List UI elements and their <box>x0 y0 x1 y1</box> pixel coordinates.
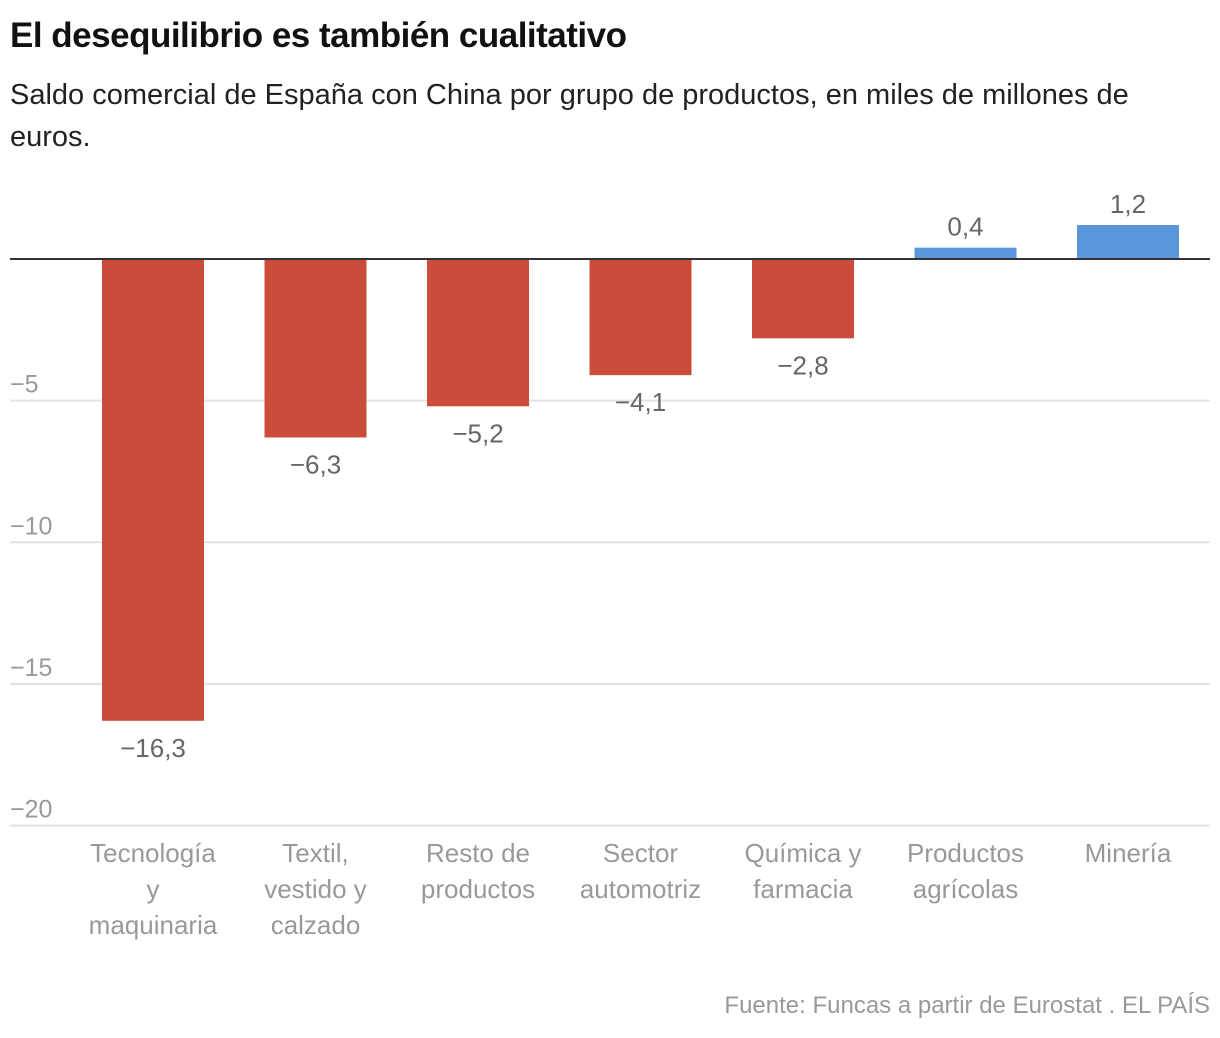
x-tick-label: Sector <box>603 838 678 868</box>
y-tick-label: −10 <box>10 512 52 540</box>
data-label: −2,8 <box>777 350 828 380</box>
data-label: −16,3 <box>120 733 186 763</box>
x-tick-label: Tecnología <box>90 838 216 868</box>
y-tick-label: −20 <box>10 796 52 824</box>
x-tick-label: maquinaria <box>89 910 218 940</box>
x-tick-label: productos <box>421 874 535 904</box>
bar <box>1077 225 1179 259</box>
data-label: −4,1 <box>615 387 666 417</box>
data-label: −6,3 <box>290 449 341 479</box>
x-tick-label: Química y <box>744 838 861 868</box>
y-tick-label: −5 <box>10 371 39 399</box>
bar <box>589 259 692 376</box>
bar <box>264 259 367 438</box>
x-tick-label: automotriz <box>580 874 701 904</box>
x-tick-label: farmacia <box>753 874 853 904</box>
source-note: Fuente: Funcas a partir de Eurostat . EL… <box>724 992 1210 1019</box>
data-label: −5,2 <box>452 418 503 448</box>
bar <box>752 259 854 339</box>
y-tick-label: −15 <box>10 654 52 682</box>
x-tick-label: calzado <box>271 910 361 940</box>
x-tick-label: Productos <box>907 838 1024 868</box>
x-tick-label: vestido y <box>264 874 367 904</box>
data-label: 0,4 <box>947 212 983 242</box>
x-tick-label: y <box>147 874 160 904</box>
bar <box>102 259 204 721</box>
x-tick-label: Resto de <box>426 838 530 868</box>
bar <box>427 259 529 407</box>
x-tick-label: agrícolas <box>913 874 1019 904</box>
bar <box>914 247 1017 259</box>
data-label: 1,2 <box>1110 189 1146 219</box>
x-tick-label: Textil, <box>282 838 348 868</box>
x-tick-label: Minería <box>1085 838 1172 868</box>
chart-subtitle: Saldo comercial de España con China por … <box>10 79 1129 153</box>
chart-title: El desequilibrio es también cualitativo <box>10 16 627 55</box>
